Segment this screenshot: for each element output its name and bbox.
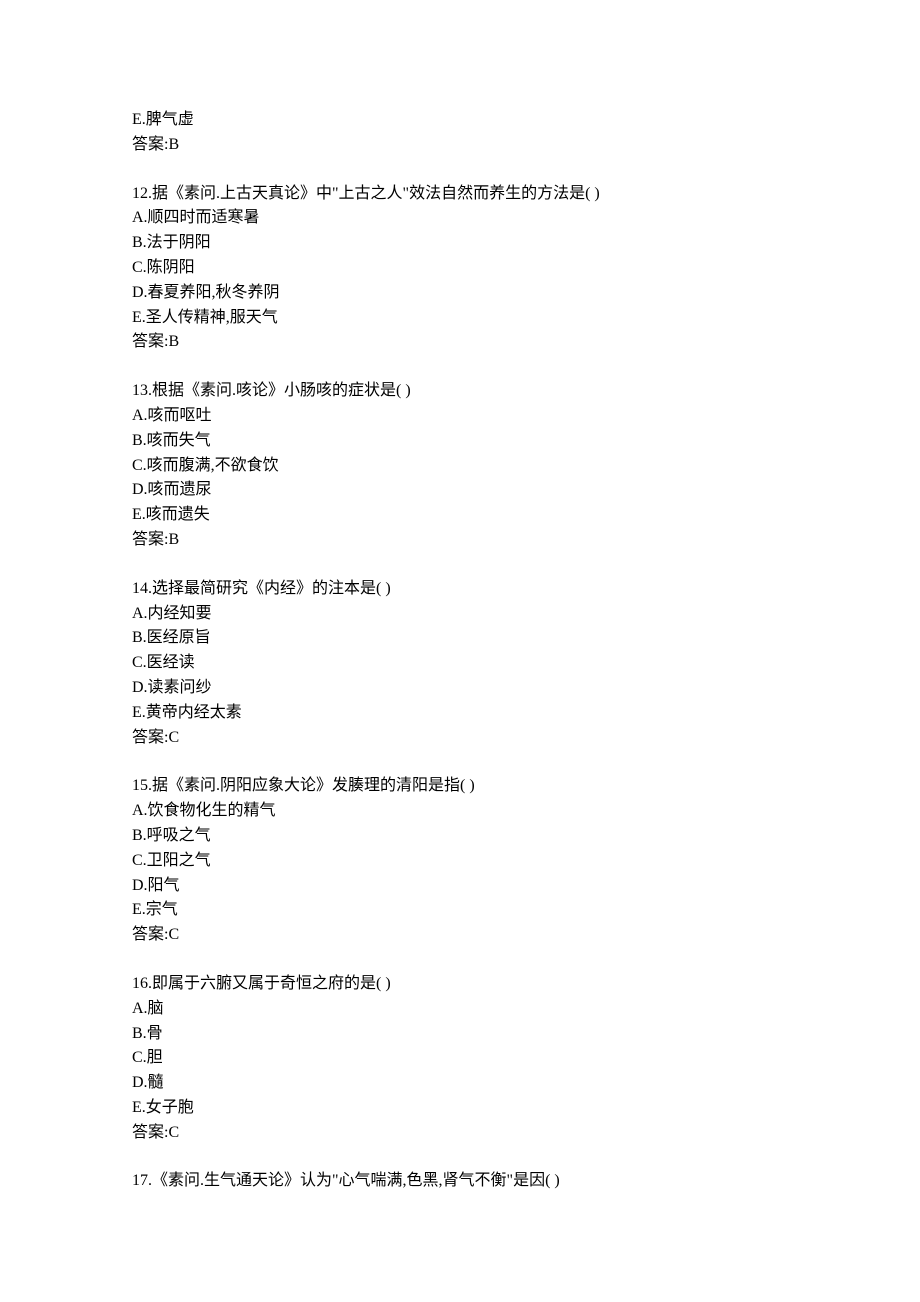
text-line: 答案:C (132, 726, 788, 751)
text-line: 15.据《素问.阴阳应象大论》发腠理的清阳是指( ) (132, 774, 788, 799)
block-spacer (132, 1145, 788, 1169)
text-line: 13.根据《素问.咳论》小肠咳的症状是( ) (132, 379, 788, 404)
text-line: 17.《素问.生气通天论》认为"心气喘满,色黑,肾气不衡"是因( ) (132, 1169, 788, 1194)
text-line: C.咳而腹满,不欲食饮 (132, 454, 788, 479)
text-line: B.医经原旨 (132, 626, 788, 651)
text-line: A.顺四时而适寒暑 (132, 206, 788, 231)
text-line: C.医经读 (132, 651, 788, 676)
text-line: E.圣人传精神,服天气 (132, 306, 788, 331)
text-line: C.陈阴阳 (132, 256, 788, 281)
text-line: 答案:B (132, 528, 788, 553)
block-spacer (132, 948, 788, 972)
text-line: C.卫阳之气 (132, 849, 788, 874)
text-line: 14.选择最简研究《内经》的注本是( ) (132, 577, 788, 602)
text-line: B.呼吸之气 (132, 824, 788, 849)
text-line: A.咳而呕吐 (132, 404, 788, 429)
text-line: D.读素问纱 (132, 676, 788, 701)
text-line: 12.据《素问.上古天真论》中"上古之人"效法自然而养生的方法是( ) (132, 182, 788, 207)
text-line: 答案:C (132, 1121, 788, 1146)
text-line: E.宗气 (132, 898, 788, 923)
block-spacer (132, 355, 788, 379)
text-line: B.法于阴阳 (132, 231, 788, 256)
text-line: A.饮食物化生的精气 (132, 799, 788, 824)
text-line: E.脾气虚 (132, 108, 788, 133)
document-page: E.脾气虚答案:B12.据《素问.上古天真论》中"上古之人"效法自然而养生的方法… (0, 0, 920, 1254)
text-line: 答案:C (132, 923, 788, 948)
block-spacer (132, 553, 788, 577)
text-line: B.咳而失气 (132, 429, 788, 454)
text-line: D.阳气 (132, 874, 788, 899)
text-line: E.黄帝内经太素 (132, 701, 788, 726)
text-line: E.咳而遗失 (132, 503, 788, 528)
text-line: C.胆 (132, 1046, 788, 1071)
block-spacer (132, 750, 788, 774)
text-line: 答案:B (132, 133, 788, 158)
block-spacer (132, 158, 788, 182)
text-line: D.髓 (132, 1071, 788, 1096)
text-line: 16.即属于六腑又属于奇恒之府的是( ) (132, 972, 788, 997)
text-line: 答案:B (132, 330, 788, 355)
text-line: B.骨 (132, 1022, 788, 1047)
text-line: D.咳而遗尿 (132, 478, 788, 503)
text-line: E.女子胞 (132, 1096, 788, 1121)
text-line: A.内经知要 (132, 602, 788, 627)
text-line: A.脑 (132, 997, 788, 1022)
text-line: D.春夏养阳,秋冬养阴 (132, 281, 788, 306)
